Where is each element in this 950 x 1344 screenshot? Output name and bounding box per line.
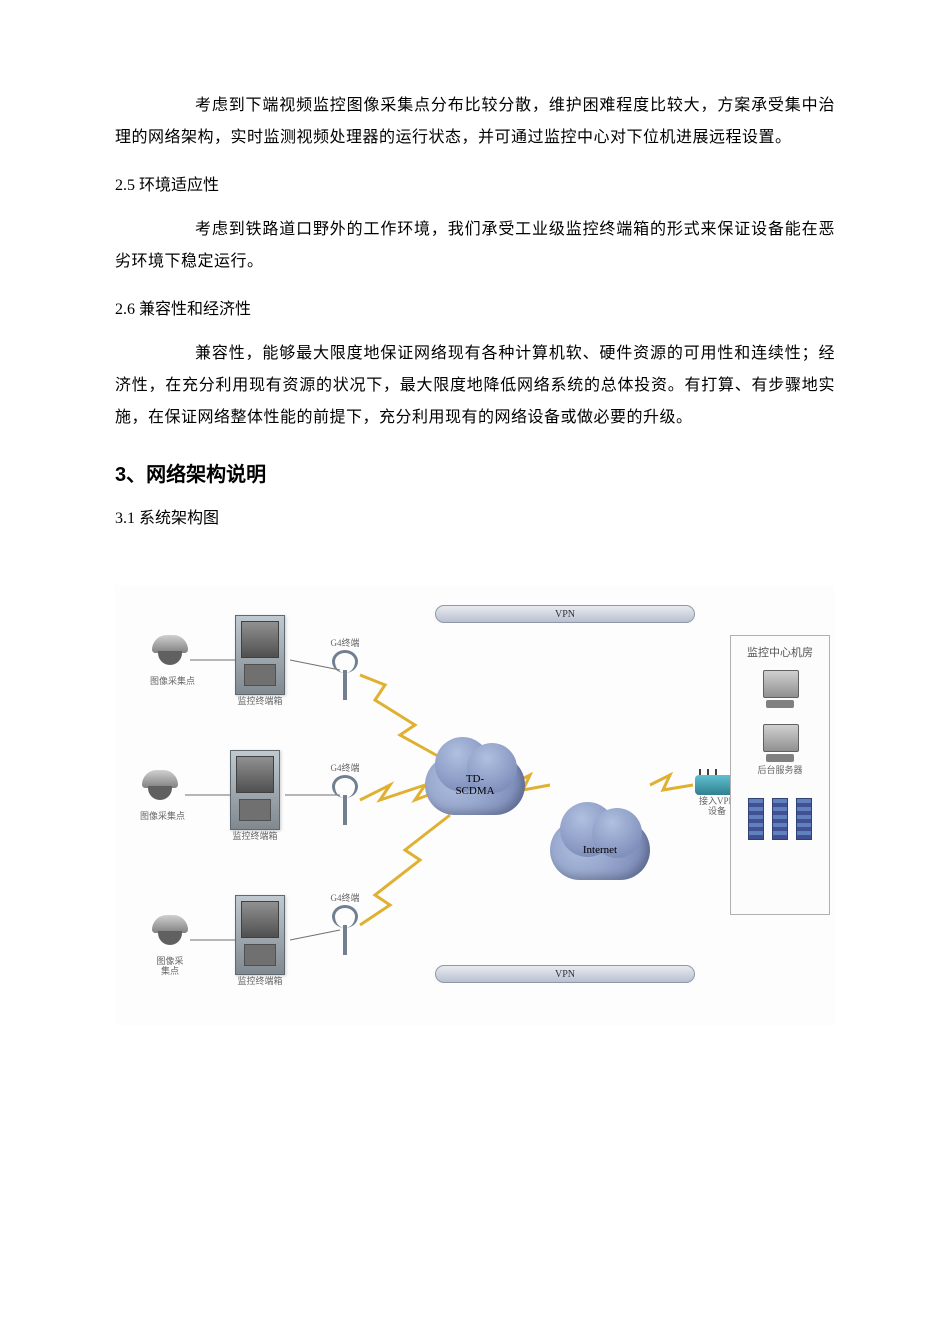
server-label: 后台服务器 (739, 766, 821, 776)
vpn-bar-bottom: VPN (435, 965, 695, 983)
camera-node-2: 图像采集点 (140, 770, 185, 822)
pc-icon (760, 724, 800, 762)
section-3-text: 、网络架构说明 (126, 464, 266, 486)
antenna-icon: G4终端 (330, 650, 360, 700)
antenna-node-3: G4终端 (330, 905, 360, 955)
paragraph-1: 考虑到下端视频监控图像采集点分布比较分散，维护困难程度比较大，方案承受集中治理的… (115, 90, 835, 154)
cabinet-icon (235, 615, 285, 695)
section-2-5-title: 2.5 环境适应性 (115, 170, 835, 202)
cabinet-node-2: 监控终端箱 (230, 750, 280, 842)
camera-icon (140, 770, 180, 810)
cabinet-icon (230, 750, 280, 830)
camera-node-1: 图像采集点 (150, 635, 195, 687)
system-architecture-diagram: VPN VPN 图像采集点 监控终端箱 G4终端 图像采集点 监控终端箱 G4终… (115, 585, 835, 1025)
antenna-icon: G4终端 (330, 905, 360, 955)
rack-icon (772, 798, 788, 840)
camera-icon (150, 635, 190, 675)
cabinet-node-1: 监控终端箱 (235, 615, 285, 707)
camera-2-label: 图像采集点 (140, 812, 185, 822)
section-3-title: 3、网络架构说明 (115, 458, 835, 487)
section-3-number: 3 (115, 464, 126, 486)
section-2-6-title: 2.6 兼容性和经济性 (115, 294, 835, 326)
server-room-box: 监控中心机房 后台服务器 (730, 635, 830, 915)
paragraph-3: 兼容性，能够最大限度地保证网络现有各种计算机软、硬件资源的可用性和连续性；经济性… (115, 338, 835, 434)
rack-icon (796, 798, 812, 840)
cabinet-node-3: 监控终端箱 (235, 895, 285, 987)
cloud-2-label: Internet (583, 844, 617, 856)
section-3-1-title: 3.1 系统架构图 (115, 503, 835, 535)
antenna-icon: G4终端 (330, 775, 360, 825)
cabinet-3-label: 监控终端箱 (235, 977, 285, 987)
server-room-title: 监控中心机房 (739, 644, 821, 660)
rack-icon (748, 798, 764, 840)
cloud-tdscdma: TD-SCDMA (425, 755, 525, 815)
pc-icon (760, 670, 800, 708)
cabinet-1-label: 监控终端箱 (235, 697, 285, 707)
paragraph-2: 考虑到铁路道口野外的工作环境，我们承受工业级监控终端箱的形式来保证设备能在恶劣环… (115, 214, 835, 278)
cloud-internet: Internet (550, 820, 650, 880)
antenna-node-1: G4终端 (330, 650, 360, 700)
cabinet-2-label: 监控终端箱 (230, 832, 280, 842)
antenna-node-2: G4终端 (330, 775, 360, 825)
rack-group (739, 796, 821, 847)
cabinet-icon (235, 895, 285, 975)
camera-node-3: 图像采 集点 (150, 915, 190, 977)
camera-icon (150, 915, 190, 955)
camera-3-label: 图像采 集点 (150, 957, 190, 977)
camera-1-label: 图像采集点 (150, 677, 195, 687)
cloud-1-label: TD-SCDMA (450, 773, 500, 797)
vpn-bar-top: VPN (435, 605, 695, 623)
